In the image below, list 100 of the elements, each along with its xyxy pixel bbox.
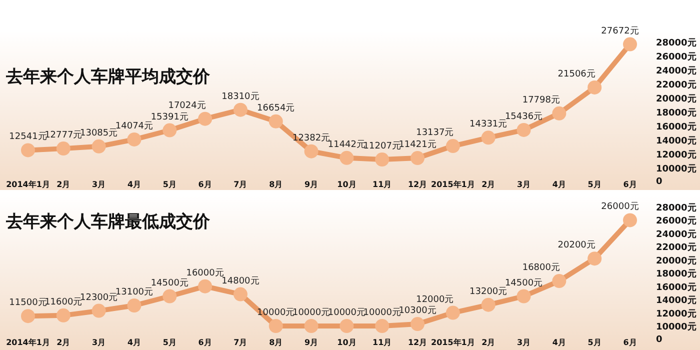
point [198, 279, 212, 294]
data-label: 11600元 [44, 296, 82, 308]
data-label: 13100元 [115, 286, 154, 298]
x-tick-label: 12月 [408, 180, 428, 189]
data-label: 12000元 [416, 294, 454, 305]
text: 去年来个人车牌平均成交价 [5, 67, 211, 87]
y-tick-label: 18000元 [656, 108, 696, 118]
data-label: 14800元 [222, 275, 260, 286]
point [21, 143, 35, 158]
x-tick-label: 3月 [516, 338, 531, 347]
point [375, 152, 390, 167]
point [304, 319, 318, 333]
data-label: 14500元 [504, 277, 543, 288]
x-tick-label: 9月 [304, 338, 318, 347]
data-label: 13137元 [416, 127, 454, 138]
y-tick-label: 14000元 [656, 136, 696, 146]
point [340, 319, 354, 333]
data-label: 16654元 [257, 102, 295, 114]
y-tick-label: 28000元 [656, 202, 696, 214]
data-label: 11500元 [9, 297, 47, 308]
point [623, 213, 637, 228]
x-tick-label: 4月 [552, 180, 566, 189]
data-label: 14074元 [115, 120, 154, 132]
x-tick-label: 5月 [162, 338, 176, 347]
data-label: 17024元 [168, 100, 206, 111]
point [552, 106, 566, 120]
x-tick-label: 5月 [588, 180, 602, 189]
y-tick-label: 20000元 [656, 255, 696, 266]
x-tick-label: 6月 [623, 338, 637, 347]
point [268, 319, 283, 333]
point [56, 142, 70, 156]
point [162, 123, 177, 138]
x-tick-label: 8月 [269, 338, 283, 347]
x-tick-label: 11月 [372, 180, 392, 189]
data-label: 15436元 [504, 110, 543, 122]
y-tick-label: 20000元 [656, 94, 696, 104]
point [127, 298, 142, 313]
x-tick-label: 3月 [516, 180, 531, 189]
x-tick-label: 7月 [234, 338, 248, 347]
y-tick-label: 10000元 [656, 322, 696, 332]
x-tick-label: 2014年1月 [6, 180, 50, 189]
point [21, 309, 35, 324]
x-tick-label: 3月 [92, 180, 106, 189]
data-label: 18310元 [222, 90, 260, 102]
x-tick-label: 12月 [408, 338, 428, 347]
x-tick-label: 6月 [623, 180, 637, 189]
point [446, 139, 460, 154]
x-tick-label: 4月 [127, 338, 142, 347]
y-tick-label: 24000元 [656, 228, 696, 240]
y-tick-label: 26000元 [656, 52, 696, 62]
x-tick-label: 2015年1月 [431, 338, 475, 347]
data-label: 20200元 [558, 240, 596, 251]
point [516, 122, 531, 137]
data-label: 14500元 [150, 277, 188, 288]
y-tick-label: 14000元 [656, 295, 696, 306]
data-label: 12382元 [292, 132, 330, 144]
x-tick-label: 7月 [234, 180, 248, 189]
point [233, 102, 248, 117]
text: 0 [656, 335, 662, 345]
data-label: 14331元 [470, 118, 508, 130]
point [481, 298, 496, 312]
data-label: 13200元 [470, 286, 508, 297]
data-label: 12541元 [9, 131, 47, 142]
y-tick-label: 18000元 [656, 268, 696, 280]
x-tick-label: 2月 [56, 338, 70, 347]
point [92, 139, 106, 154]
data-label: 17798元 [522, 94, 560, 106]
x-tick-label: 11月 [372, 338, 392, 347]
data-label: 10000元 [292, 307, 330, 318]
x-tick-label: 10月 [337, 180, 356, 189]
data-label: 10000元 [363, 307, 401, 318]
point [552, 274, 566, 288]
y-tick-label: 22000元 [656, 242, 696, 254]
data-label: 11207元 [363, 140, 401, 152]
x-tick-label: 3月 [92, 338, 106, 347]
data-label: 27672元 [601, 25, 639, 36]
point [623, 37, 637, 52]
x-tick-label: 4月 [552, 338, 566, 347]
point [304, 144, 318, 158]
point [446, 306, 460, 320]
y-tick-label: 28000元 [656, 38, 696, 48]
point [162, 289, 177, 304]
point [198, 112, 212, 126]
data-label: 12300元 [80, 292, 118, 303]
data-label: 16000元 [186, 267, 224, 278]
point [340, 150, 354, 165]
data-label: 26000元 [601, 201, 639, 212]
text: 0 [656, 177, 662, 187]
x-tick-label: 5月 [588, 338, 602, 347]
x-tick-label: 6月 [198, 338, 212, 347]
x-tick-label: 9月 [304, 180, 318, 189]
point [233, 287, 248, 302]
chart-title: 去年来个人车牌最低成交价 [5, 212, 211, 232]
y-tick-label: 10000元 [656, 164, 696, 174]
x-tick-label: 8月 [269, 180, 283, 189]
x-tick-label: 2月 [482, 338, 496, 347]
x-tick-label: 5月 [162, 180, 176, 189]
y-tick-label: 12000元 [656, 150, 696, 160]
point [588, 252, 602, 266]
point [516, 289, 531, 304]
